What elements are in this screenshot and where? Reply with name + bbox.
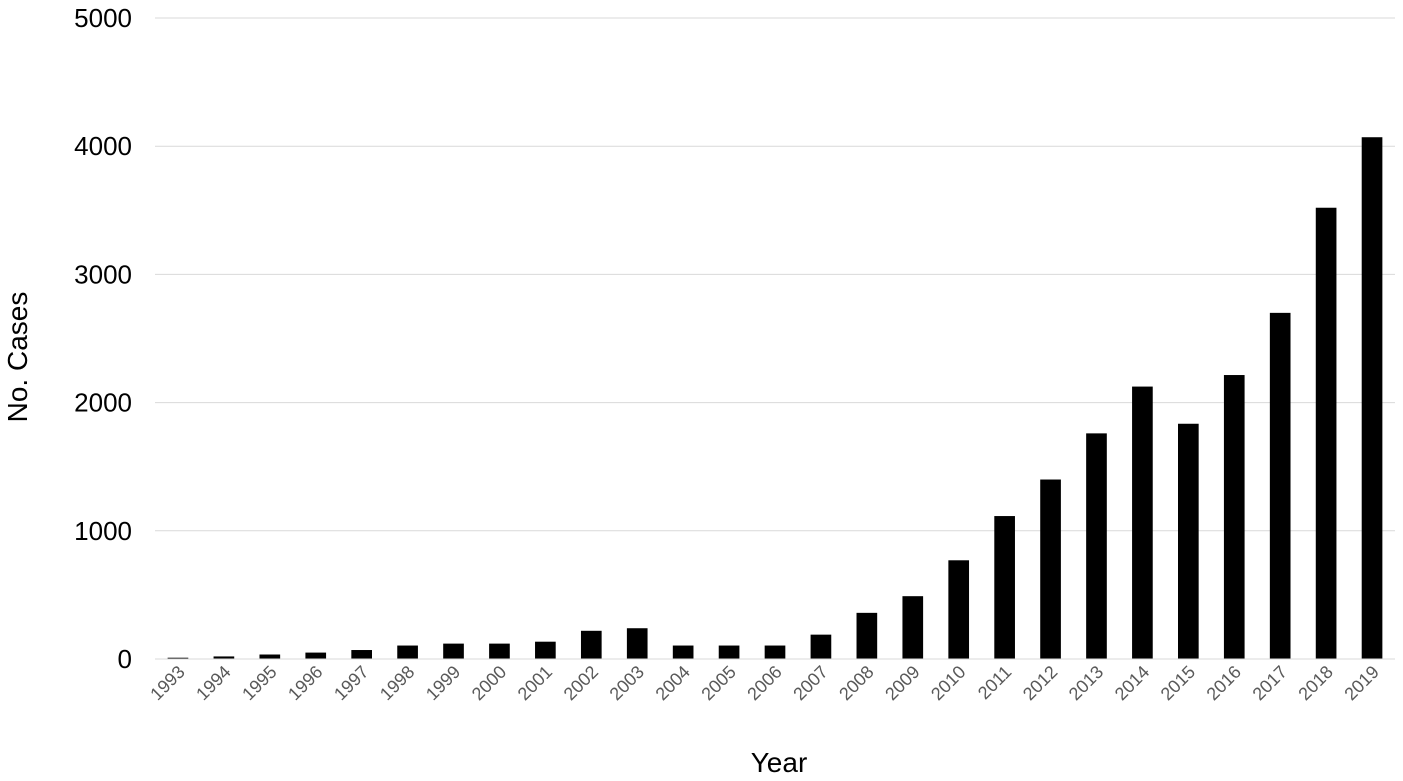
bar-2016 — [1223, 375, 1245, 659]
x-tick-label: 1995 — [238, 662, 280, 704]
x-tick-label: 2013 — [1065, 662, 1107, 704]
x-tick-label: 2012 — [1019, 662, 1061, 704]
bar-1994 — [213, 656, 235, 659]
y-tick-label: 4000 — [74, 131, 132, 161]
x-tick-label: 1996 — [284, 662, 326, 704]
bar-2010 — [948, 560, 970, 659]
bar-2006 — [764, 645, 786, 659]
y-tick-label: 1000 — [74, 516, 132, 546]
bar-2018 — [1315, 207, 1337, 659]
bar-2005 — [718, 645, 740, 659]
x-tick-label: 2009 — [881, 662, 923, 704]
bar-1995 — [259, 654, 281, 659]
x-axis-ticks: 1993 1994 1995 1996 1997 1998 1999 2000 2001 2002… — [146, 662, 1383, 704]
x-tick-label: 2014 — [1111, 662, 1153, 704]
x-axis-label: Year — [751, 747, 808, 778]
x-tick-label: 1993 — [146, 662, 188, 704]
y-tick-label: 5000 — [74, 3, 132, 33]
x-tick-label: 2010 — [927, 662, 969, 704]
bar-2017 — [1269, 312, 1291, 659]
y-axis-label: No. Cases — [2, 292, 33, 423]
x-tick-label: 1997 — [330, 662, 372, 704]
bar-2007 — [810, 634, 832, 659]
bar-2004 — [672, 645, 694, 659]
bar-1993 — [167, 657, 189, 659]
bar-2003 — [626, 628, 648, 659]
x-tick-label: 2006 — [743, 662, 785, 704]
bar-2001 — [535, 641, 556, 659]
x-tick-label: 2008 — [835, 662, 877, 704]
y-tick-label: 3000 — [74, 259, 132, 289]
y-tick-label: 0 — [118, 644, 132, 674]
bar-2009 — [902, 596, 924, 659]
x-tick-label: 2000 — [468, 662, 510, 704]
bar-2013 — [1086, 433, 1107, 659]
bar-1996 — [305, 652, 327, 659]
x-tick-label: 2005 — [697, 662, 739, 704]
bar-2014 — [1132, 386, 1153, 659]
x-tick-label: 1999 — [422, 662, 464, 704]
bar-1998 — [397, 645, 418, 659]
x-tick-label: 2011 — [974, 662, 1016, 704]
bar-1997 — [351, 650, 372, 659]
bar-2019 — [1361, 137, 1383, 659]
bar-2008 — [856, 612, 878, 659]
bar-2002 — [580, 630, 602, 659]
x-tick-label: 2007 — [789, 662, 831, 704]
y-axis-ticks: 0 1000 2000 3000 4000 5000 — [74, 3, 132, 674]
x-tick-label: 2019 — [1340, 662, 1382, 704]
x-tick-label: 2003 — [606, 662, 648, 704]
x-tick-label: 2004 — [652, 662, 694, 704]
x-tick-label: 1994 — [192, 662, 234, 704]
x-tick-label: 2002 — [560, 662, 602, 704]
x-tick-label: 2015 — [1157, 662, 1199, 704]
x-tick-label: 2017 — [1249, 662, 1291, 704]
gridlines — [155, 17, 1395, 532]
bar-2015 — [1178, 423, 1199, 659]
bar-1999 — [443, 643, 464, 659]
bar-2012 — [1040, 479, 1061, 659]
x-tick-label: 2016 — [1203, 662, 1245, 704]
bar-2000 — [489, 643, 510, 659]
x-tick-label: 2018 — [1294, 662, 1336, 704]
x-tick-label: 1998 — [376, 662, 418, 704]
bars — [167, 137, 1383, 659]
x-tick-label: 2001 — [514, 662, 556, 704]
bar-2011 — [994, 516, 1015, 659]
y-tick-label: 2000 — [74, 388, 132, 418]
